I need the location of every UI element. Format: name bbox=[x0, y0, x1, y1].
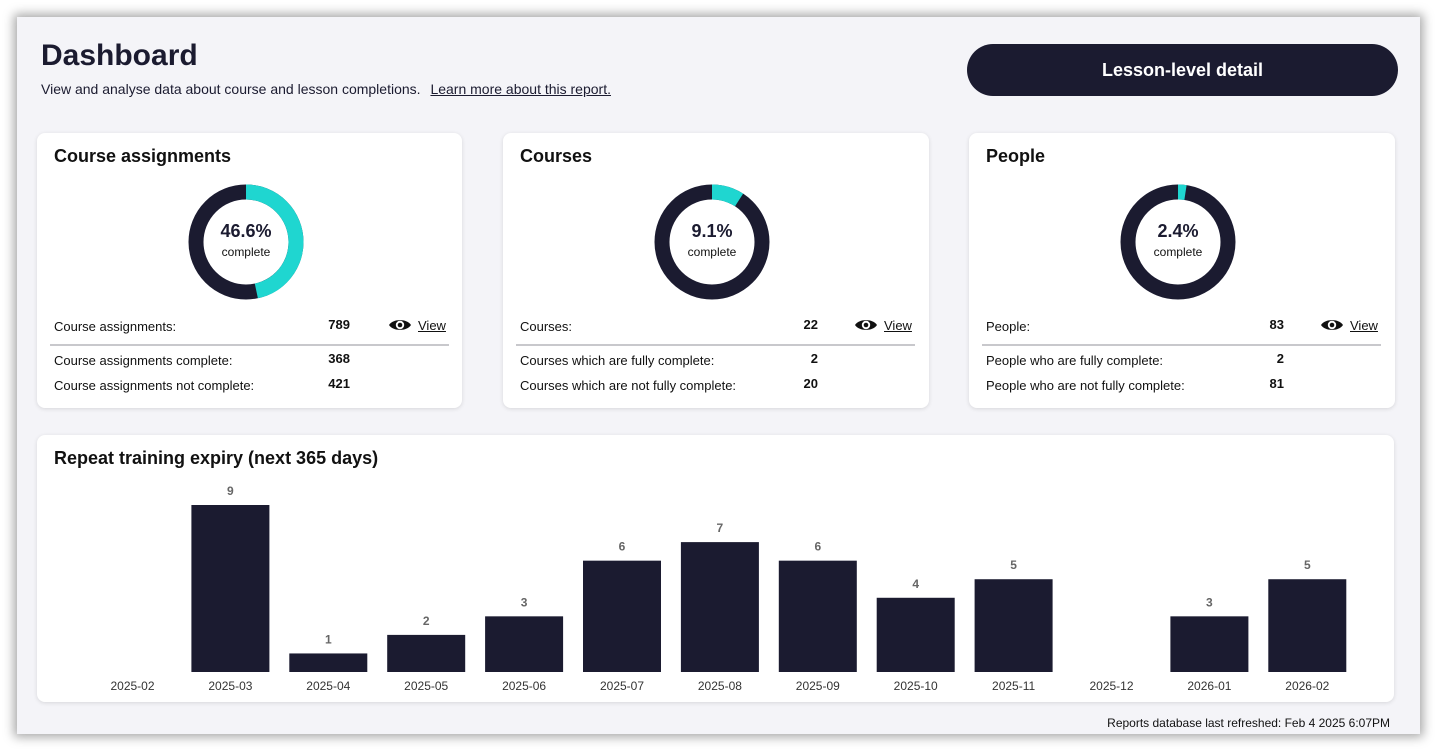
eye-icon bbox=[1321, 320, 1343, 330]
donut-progress-arc bbox=[1120, 184, 1236, 300]
completion-percent: 2.4% bbox=[1157, 221, 1199, 241]
chart-bar bbox=[583, 560, 661, 672]
chart-bar bbox=[289, 653, 368, 672]
card-title: People bbox=[986, 146, 1046, 166]
x-tick-label: 2025-05 bbox=[404, 679, 448, 693]
bar-value-label: 1 bbox=[325, 632, 332, 646]
bar-value-label: 6 bbox=[814, 540, 821, 554]
refresh-timestamp: Reports database last refreshed: Feb 4 2… bbox=[1107, 716, 1390, 730]
complete-row-label: People who are fully complete: bbox=[986, 353, 1164, 368]
total-value: 83 bbox=[1269, 317, 1284, 332]
view-link-label: View bbox=[884, 317, 912, 333]
completion-percent: 46.6% bbox=[220, 221, 272, 241]
total-value: 22 bbox=[803, 317, 818, 332]
x-tick-label: 2025-11 bbox=[992, 679, 1035, 693]
complete-row-value: 368 bbox=[328, 351, 350, 366]
bar-value-label: 5 bbox=[1304, 558, 1311, 572]
complete-row-label: Courses which are fully complete: bbox=[520, 353, 715, 368]
complete-row-value: 2 bbox=[1276, 351, 1284, 366]
not-complete-row-label: People who are not fully complete: bbox=[986, 378, 1185, 393]
chart-bar bbox=[485, 616, 564, 672]
view-link[interactable]: View bbox=[388, 317, 446, 333]
page-title: Dashboard bbox=[41, 39, 198, 72]
chart-bar bbox=[876, 597, 955, 672]
x-tick-label: 2025-03 bbox=[208, 679, 252, 693]
chart-bar bbox=[1170, 616, 1249, 672]
chart-bar bbox=[1268, 579, 1347, 672]
completion-label: complete bbox=[687, 245, 737, 259]
bar-value-label: 6 bbox=[619, 540, 626, 554]
dashboard-frame: Dashboard View and analyse data about co… bbox=[17, 17, 1420, 734]
view-link-label: View bbox=[1350, 317, 1378, 333]
x-tick-label: 2026-01 bbox=[1187, 679, 1231, 693]
donut-progress-arc bbox=[188, 184, 304, 300]
not-complete-row-value: 421 bbox=[328, 376, 350, 391]
completion-donut: 2.4% complete bbox=[1119, 183, 1237, 301]
completion-label: complete bbox=[221, 245, 271, 259]
bar-value-label: 5 bbox=[1010, 558, 1017, 572]
x-tick-label: 2025-09 bbox=[796, 679, 840, 693]
x-tick-label: 2025-07 bbox=[600, 679, 644, 693]
card-title: Course assignments bbox=[54, 146, 232, 166]
eye-icon bbox=[855, 320, 877, 330]
x-tick-label: 2025-08 bbox=[698, 679, 742, 693]
donut-progress-arc bbox=[654, 184, 770, 300]
not-complete-row-label: Course assignments not complete: bbox=[54, 378, 255, 393]
completion-donut: 9.1% complete bbox=[653, 183, 771, 301]
not-complete-row-value: 20 bbox=[803, 376, 818, 391]
chart-bar bbox=[778, 560, 857, 672]
learn-more-link[interactable]: Learn more about this report. bbox=[430, 81, 611, 97]
view-link[interactable]: View bbox=[854, 317, 912, 333]
view-link[interactable]: View bbox=[1320, 317, 1378, 333]
bar-value-label: 3 bbox=[1206, 595, 1213, 609]
chart-bar bbox=[680, 542, 759, 672]
total-value: 789 bbox=[328, 317, 350, 332]
chart-title: Repeat training expiry (next 365 days) bbox=[54, 448, 379, 468]
total-label: Courses: bbox=[520, 319, 573, 334]
chart-bar bbox=[191, 505, 270, 672]
card-title: Courses bbox=[520, 146, 593, 166]
bar-value-label: 3 bbox=[521, 595, 528, 609]
completion-label: complete bbox=[1153, 245, 1203, 259]
not-complete-row-label: Courses which are not fully complete: bbox=[520, 378, 737, 393]
divider bbox=[50, 344, 449, 346]
x-tick-label: 2025-10 bbox=[894, 679, 938, 693]
x-tick-label: 2025-04 bbox=[306, 679, 350, 693]
bar-value-label: 2 bbox=[423, 614, 430, 628]
lesson-level-detail-button[interactable]: Lesson-level detail bbox=[967, 44, 1398, 96]
expiry-chart-card: Repeat training expiry (next 365 days) 2… bbox=[37, 435, 1394, 702]
completion-donut: 46.6% complete bbox=[187, 183, 305, 301]
divider bbox=[516, 344, 915, 346]
x-tick-label: 2025-12 bbox=[1089, 679, 1133, 693]
chart-bar bbox=[387, 634, 466, 672]
subtitle-text: View and analyse data about course and l… bbox=[41, 81, 421, 97]
chart-bar bbox=[974, 579, 1053, 672]
x-tick-label: 2025-06 bbox=[502, 679, 546, 693]
total-label: People: bbox=[986, 319, 1031, 334]
expiry-bar-chart: 2025-02 2025-03 9 2025-04 1 2025-05 2 2025-06 3 2… bbox=[110, 484, 1347, 693]
bar-value-label: 7 bbox=[717, 521, 724, 535]
complete-row-label: Course assignments complete: bbox=[54, 353, 233, 368]
total-label: Course assignments: bbox=[54, 319, 177, 334]
bar-value-label: 9 bbox=[227, 484, 234, 498]
people-card: People 2.4% complete People: 83 View Peo… bbox=[969, 133, 1395, 408]
not-complete-row-value: 81 bbox=[1269, 376, 1284, 391]
bar-value-label: 4 bbox=[912, 577, 919, 591]
view-link-label: View bbox=[418, 317, 446, 333]
divider bbox=[982, 344, 1381, 346]
x-tick-label: 2025-02 bbox=[110, 679, 154, 693]
courses-card: Courses 9.1% complete Courses: 22 View C… bbox=[503, 133, 929, 408]
course-assignments-card: Course assignments 46.6% complete Course… bbox=[37, 133, 462, 408]
x-tick-label: 2026-02 bbox=[1285, 679, 1329, 693]
completion-percent: 9.1% bbox=[691, 221, 733, 241]
page-subtitle: View and analyse data about course and l… bbox=[41, 81, 611, 97]
eye-icon bbox=[389, 320, 411, 330]
complete-row-value: 2 bbox=[810, 351, 818, 366]
